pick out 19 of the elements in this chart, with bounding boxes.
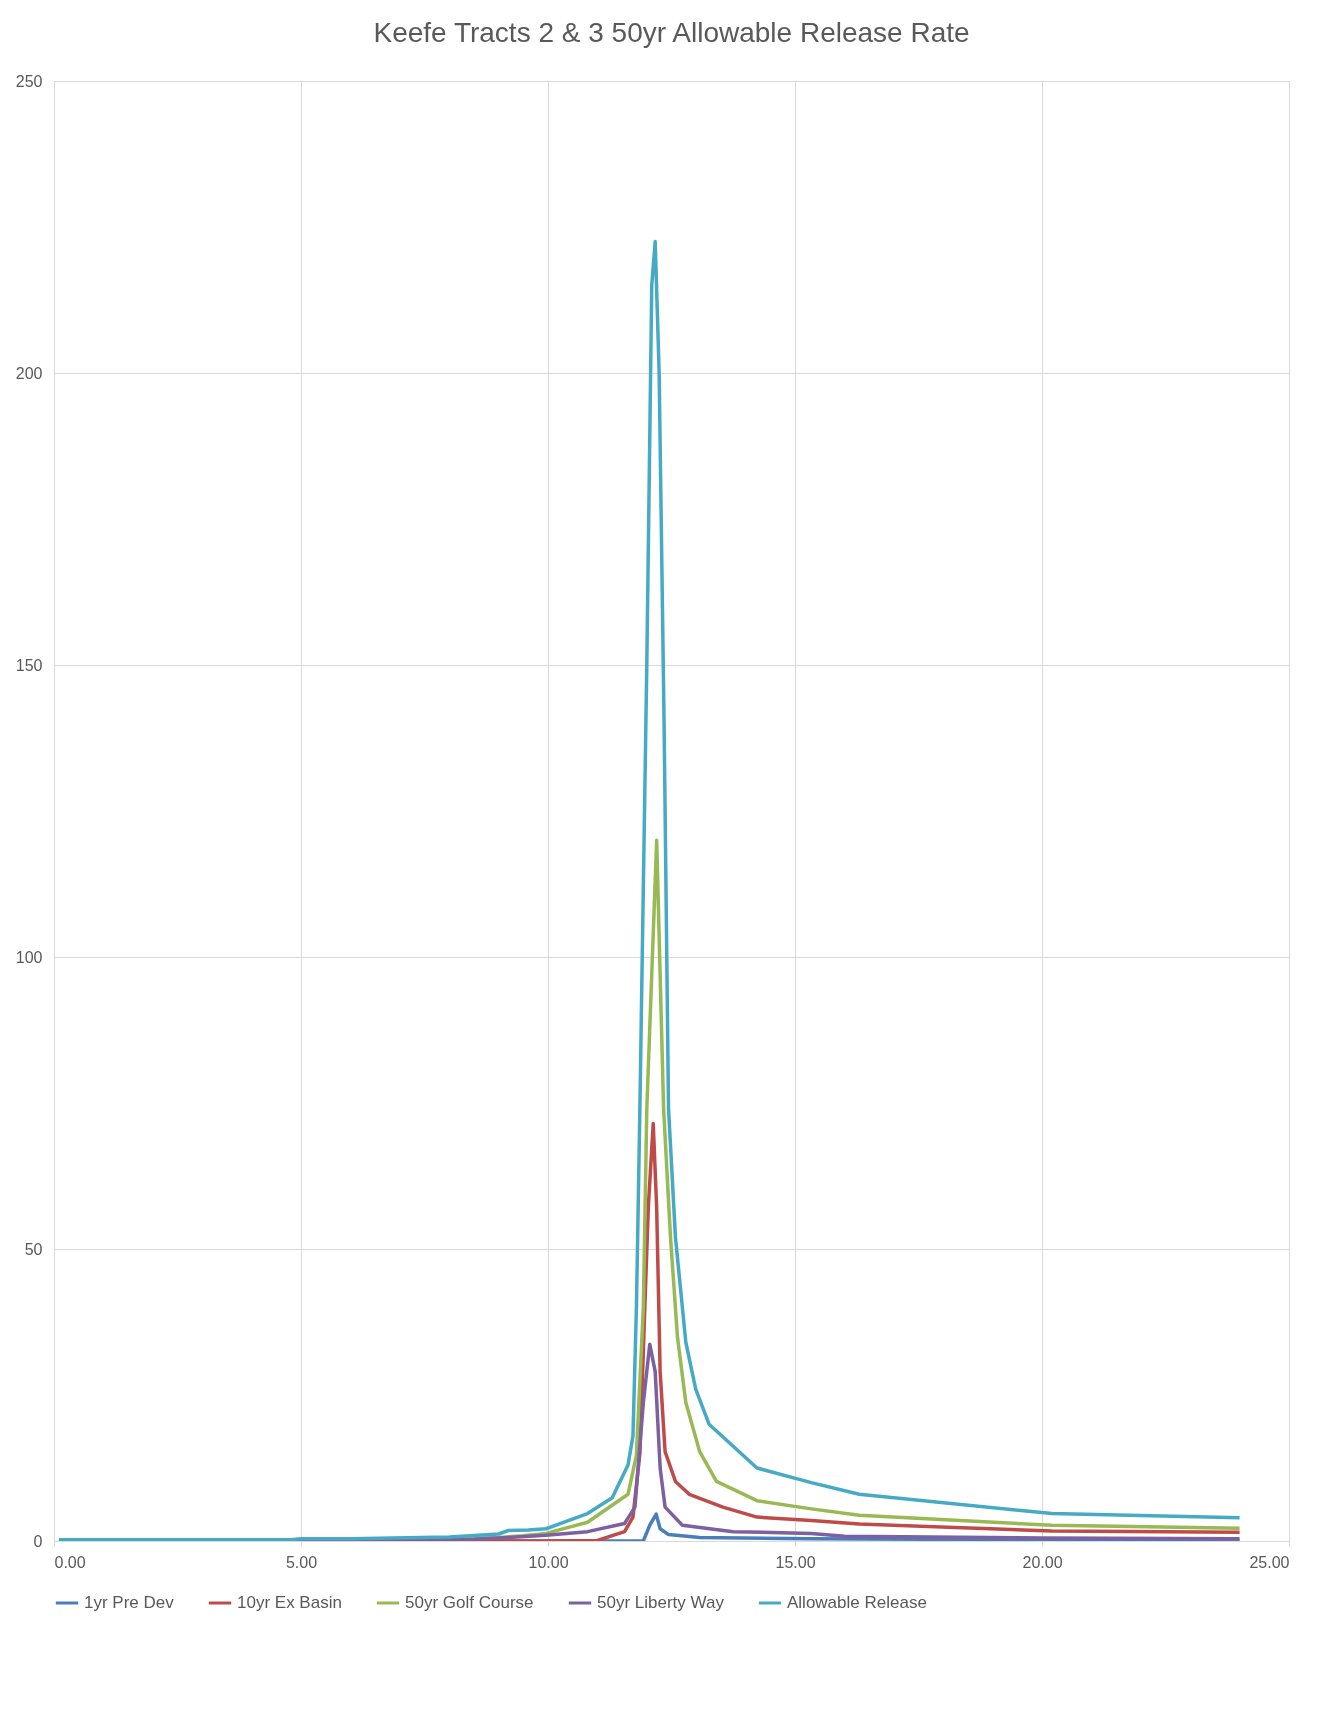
chart-title: Keefe Tracts 2 & 3 50yr Allowable Release Rate (373, 17, 970, 48)
legend-label: 1yr Pre Dev (84, 1593, 175, 1612)
y-tick-label: 150 (15, 656, 43, 674)
x-tick-label: 10.00 (528, 1553, 569, 1571)
x-tick-label: 0.00 (54, 1553, 86, 1571)
x-tick-label: 25.00 (1249, 1553, 1290, 1571)
y-tick-label: 50 (24, 1240, 43, 1258)
x-tick-label: 5.00 (285, 1553, 318, 1571)
x-tick-label: 20.00 (1022, 1553, 1063, 1571)
legend-label: 10yr Ex Basin (237, 1593, 342, 1612)
x-tick-label: 15.00 (775, 1553, 816, 1571)
y-tick-label: 200 (15, 364, 43, 382)
legend-label: Allowable Release (787, 1593, 927, 1612)
legend-label: 50yr Golf Course (405, 1593, 534, 1612)
line-series (57, 239, 1242, 1541)
y-tick-label: 0 (33, 1532, 43, 1550)
y-tick-label: 250 (15, 72, 43, 90)
legend-label: 50yr Liberty Way (597, 1593, 725, 1612)
y-tick-label: 100 (15, 948, 43, 966)
